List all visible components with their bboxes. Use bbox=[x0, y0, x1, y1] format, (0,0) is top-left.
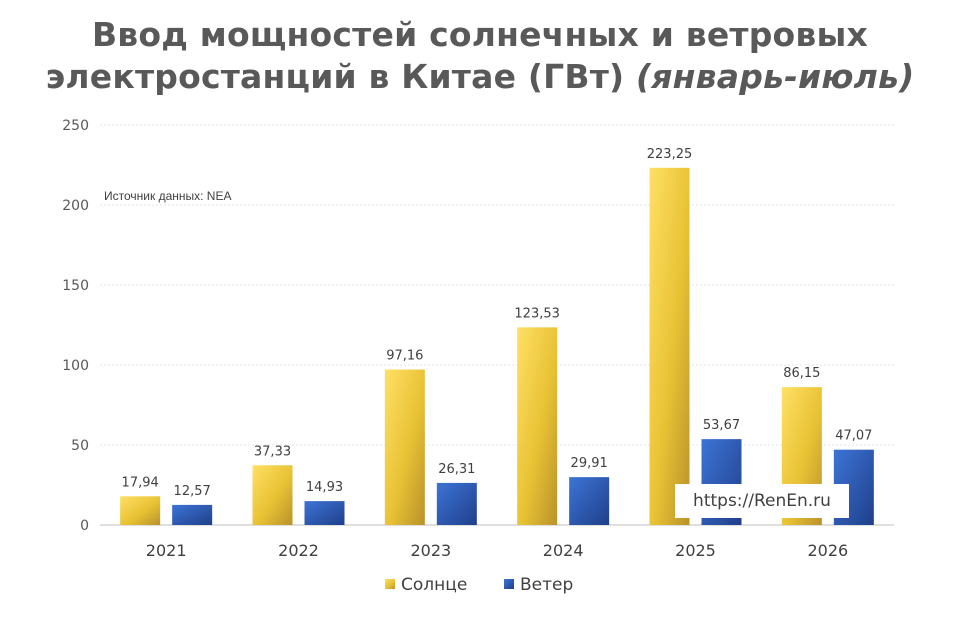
data-label: 29,91 bbox=[571, 456, 608, 471]
x-tick-label: 2026 bbox=[807, 541, 848, 560]
legend: Солнце Ветер bbox=[385, 575, 573, 595]
bar-solar bbox=[649, 167, 690, 526]
legend-swatch-wind bbox=[504, 579, 514, 589]
data-label: 37,33 bbox=[254, 444, 291, 459]
bar-solar bbox=[252, 465, 293, 525]
data-label: 14,93 bbox=[306, 480, 343, 495]
data-label: 47,07 bbox=[835, 429, 872, 444]
legend-swatch-solar bbox=[385, 579, 395, 589]
chart-title-line2-italic: (январь-июль) bbox=[636, 57, 915, 96]
chart-title-line2: электростанций в Китае (ГВт) (январь-июл… bbox=[0, 56, 960, 98]
y-tick-label: 250 bbox=[62, 118, 89, 134]
bar-wind bbox=[569, 477, 610, 525]
bar-solar bbox=[517, 327, 558, 525]
x-tick-label: 2025 bbox=[675, 541, 716, 560]
chart-title-line2-main: электростанций в Китае (ГВт) bbox=[45, 57, 637, 96]
bar-solar bbox=[384, 369, 425, 525]
data-label: 53,67 bbox=[703, 418, 740, 433]
data-label: 12,57 bbox=[174, 484, 211, 499]
y-tick-label: 0 bbox=[80, 518, 89, 534]
data-label: 17,94 bbox=[122, 475, 159, 490]
data-label: 123,53 bbox=[514, 306, 560, 321]
y-tick-label: 200 bbox=[62, 198, 89, 214]
legend-label-wind: Ветер bbox=[520, 575, 573, 595]
data-labels: 17,94 12,57 37,33 14,93 97,16 26,31 123,53 29,9… bbox=[122, 147, 873, 499]
bar-wind bbox=[304, 501, 345, 525]
bar-wind bbox=[436, 482, 477, 525]
x-axis: 2021 2022 2023 2024 2025 2026 bbox=[146, 541, 848, 560]
bar-wind bbox=[172, 504, 213, 525]
watermark: https://RenEn.ru bbox=[675, 484, 849, 518]
data-label: 26,31 bbox=[438, 462, 475, 477]
gridlines bbox=[100, 124, 894, 446]
x-tick-label: 2021 bbox=[146, 541, 187, 560]
y-axis: 0 50 100 150 200 250 bbox=[62, 118, 894, 534]
chart-title-line1: Ввод мощностей солнечных и ветровых bbox=[91, 15, 869, 54]
bars bbox=[120, 167, 874, 526]
y-tick-label: 50 bbox=[71, 438, 89, 454]
data-label: 86,15 bbox=[783, 366, 820, 381]
y-tick-label: 100 bbox=[62, 358, 89, 374]
bar-solar bbox=[120, 496, 161, 525]
data-label: 223,25 bbox=[647, 147, 693, 162]
source-note: Источник данных: NEA bbox=[104, 189, 231, 203]
legend-label-solar: Солнце bbox=[401, 575, 467, 595]
y-tick-label: 150 bbox=[62, 278, 89, 294]
x-tick-label: 2024 bbox=[543, 541, 584, 560]
data-label: 97,16 bbox=[386, 349, 423, 364]
x-tick-label: 2023 bbox=[410, 541, 451, 560]
x-tick-label: 2022 bbox=[278, 541, 319, 560]
chart-title: Ввод мощностей солнечных и ветровых элек… bbox=[0, 14, 960, 98]
